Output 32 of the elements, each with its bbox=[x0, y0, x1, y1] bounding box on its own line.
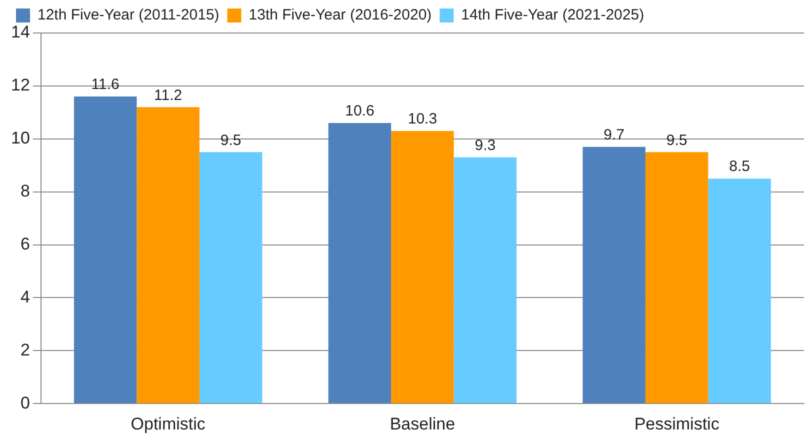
x-tick-label: Baseline bbox=[390, 414, 456, 434]
y-tick-label: 14 bbox=[10, 22, 30, 42]
y-tick-label: 4 bbox=[20, 287, 30, 306]
data-label: 10.3 bbox=[408, 110, 438, 128]
bar bbox=[708, 178, 771, 404]
bar bbox=[454, 157, 517, 404]
y-tick-label: 2 bbox=[20, 340, 30, 360]
data-label: 8.5 bbox=[729, 158, 750, 176]
x-tick-label: Optimistic bbox=[130, 414, 206, 434]
data-label: 11.6 bbox=[91, 76, 120, 94]
bar bbox=[391, 130, 454, 404]
data-label: 10.6 bbox=[345, 102, 374, 120]
legend-label: 13th Five-Year (2016-2020) bbox=[248, 6, 432, 24]
y-tick-label: 10 bbox=[10, 128, 30, 148]
bar bbox=[74, 96, 137, 404]
legend-label: 12th Five-Year (2011-2015) bbox=[38, 6, 220, 24]
data-label: 9.5 bbox=[666, 132, 688, 149]
data-label: 11.2 bbox=[154, 86, 182, 104]
bar bbox=[199, 152, 262, 404]
data-label: 9.7 bbox=[604, 126, 625, 144]
legend-label: 14th Five-Year (2021-2025) bbox=[461, 6, 644, 24]
bar bbox=[328, 123, 392, 404]
y-tick-label: 8 bbox=[20, 182, 30, 201]
y-tick-label: 12 bbox=[10, 76, 30, 95]
y-tick-label: 6 bbox=[20, 234, 30, 254]
data-label: 9.3 bbox=[474, 137, 496, 154]
bar bbox=[645, 152, 708, 404]
x-tick-label: Pessimistic bbox=[634, 414, 720, 434]
data-label: 9.5 bbox=[220, 132, 242, 149]
bar bbox=[582, 146, 646, 404]
y-tick-label: 0 bbox=[20, 393, 30, 412]
bar bbox=[136, 107, 200, 404]
